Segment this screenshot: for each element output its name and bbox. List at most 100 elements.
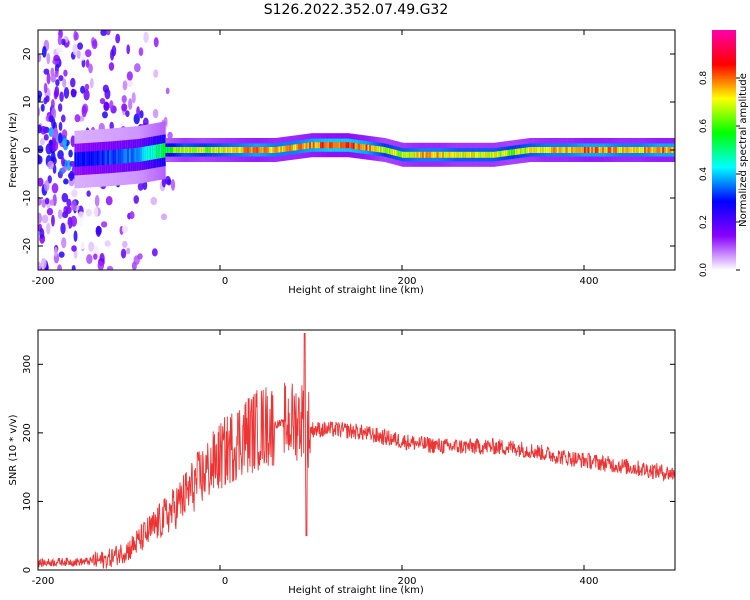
ridge-core <box>298 143 301 150</box>
ridge-core <box>534 147 537 153</box>
noise-blob <box>68 149 73 158</box>
noise-blob <box>39 227 45 239</box>
noise-blob <box>86 254 93 265</box>
noise-blob <box>85 59 90 68</box>
x-tick-label: -200 <box>32 276 55 287</box>
ridge-core <box>573 147 576 153</box>
ridge-core <box>108 150 112 165</box>
ridge-core <box>462 151 465 158</box>
noise-blob <box>143 31 149 44</box>
ridge-core <box>294 144 297 151</box>
ridge-core <box>591 147 594 153</box>
ridge-core <box>79 152 82 167</box>
noise-blob <box>76 50 81 59</box>
ridge-core <box>99 150 102 166</box>
ridge-core <box>562 147 565 153</box>
noise-blob <box>38 177 44 187</box>
ridge-core <box>654 147 658 153</box>
ridge-core <box>118 149 121 164</box>
ridge-core <box>578 147 581 153</box>
noise-blob <box>38 124 42 134</box>
ridge-core <box>139 147 143 162</box>
noise-blob <box>81 105 87 118</box>
noise-blob <box>43 68 50 75</box>
ridge-core <box>301 143 305 150</box>
ridge-core <box>223 147 226 153</box>
noise-blob <box>54 246 58 258</box>
ridge-core <box>94 151 97 166</box>
snr-marks <box>38 332 675 569</box>
ridge-core <box>456 151 459 158</box>
noise-blob <box>71 264 76 270</box>
ridge-core <box>170 147 173 153</box>
ridge-core <box>218 147 221 153</box>
noise-blob <box>38 212 42 224</box>
ridge-core <box>250 147 254 153</box>
noise-blob <box>151 248 158 257</box>
noise-blob <box>39 138 45 146</box>
ridge-core <box>229 147 232 153</box>
snr-x-ticks: -200 0 200 400 <box>32 330 599 587</box>
ridge-core <box>176 147 179 153</box>
ridge-core <box>398 150 401 157</box>
ridge-core <box>307 142 310 149</box>
ridge-core <box>604 147 607 153</box>
noise-blob <box>109 100 114 110</box>
noise-blob <box>48 115 54 123</box>
noise-blob <box>126 247 131 255</box>
ridge-core <box>283 145 286 152</box>
x-tick-label: 0 <box>222 276 228 287</box>
ridge-core <box>482 151 485 158</box>
noise-blob <box>110 48 115 61</box>
snr-panel: -200 0 200 400 0 100 200 300 Height of straigh… <box>8 329 676 596</box>
ridge-core <box>138 147 141 162</box>
ridge-core <box>614 147 618 153</box>
noise-blob <box>40 103 45 112</box>
noise-blob <box>49 139 53 146</box>
ridge-core <box>651 147 654 153</box>
ridge-core <box>212 147 215 153</box>
ridge-core <box>396 150 399 157</box>
noise-blob <box>47 175 52 184</box>
ridge-core <box>234 147 237 153</box>
ridge-core <box>145 146 148 161</box>
ridge-core <box>518 148 521 155</box>
noise-blob <box>88 241 95 252</box>
ridge-core <box>196 147 199 153</box>
ridge-core <box>498 151 501 158</box>
ridge-core <box>556 147 559 153</box>
ridge-core <box>438 151 441 158</box>
noise-blob <box>99 97 106 105</box>
ridge-core <box>409 151 412 158</box>
noise-blob <box>53 89 58 100</box>
ridge-core <box>312 142 315 149</box>
noise-blob <box>54 70 59 78</box>
noise-blob <box>51 182 59 194</box>
ridge-core <box>629 147 632 153</box>
ridge-core <box>274 147 277 153</box>
ridge-core <box>125 148 128 164</box>
noise-blob <box>95 226 102 236</box>
ridge-core <box>119 149 123 164</box>
ridge-core <box>454 151 457 158</box>
ridge-core <box>132 148 135 163</box>
ridge-core <box>478 151 481 158</box>
ridge-core <box>412 151 416 158</box>
noise-blob <box>108 62 115 71</box>
ridge-core <box>545 147 548 153</box>
ridge-core <box>644 147 647 153</box>
ridge-core <box>513 149 516 156</box>
noise-blob <box>73 230 78 242</box>
ridge-core <box>141 146 144 162</box>
noise-blob <box>81 58 86 68</box>
ridge-core <box>258 147 261 153</box>
noise-blob <box>103 101 110 112</box>
ridge-core <box>96 150 99 166</box>
ridge-core <box>647 147 650 153</box>
noise-blob <box>60 38 66 46</box>
noise-blob <box>63 69 68 77</box>
ridge-core <box>358 143 361 150</box>
ridge-core <box>385 147 388 154</box>
x-tick-label: 0 <box>222 576 228 587</box>
